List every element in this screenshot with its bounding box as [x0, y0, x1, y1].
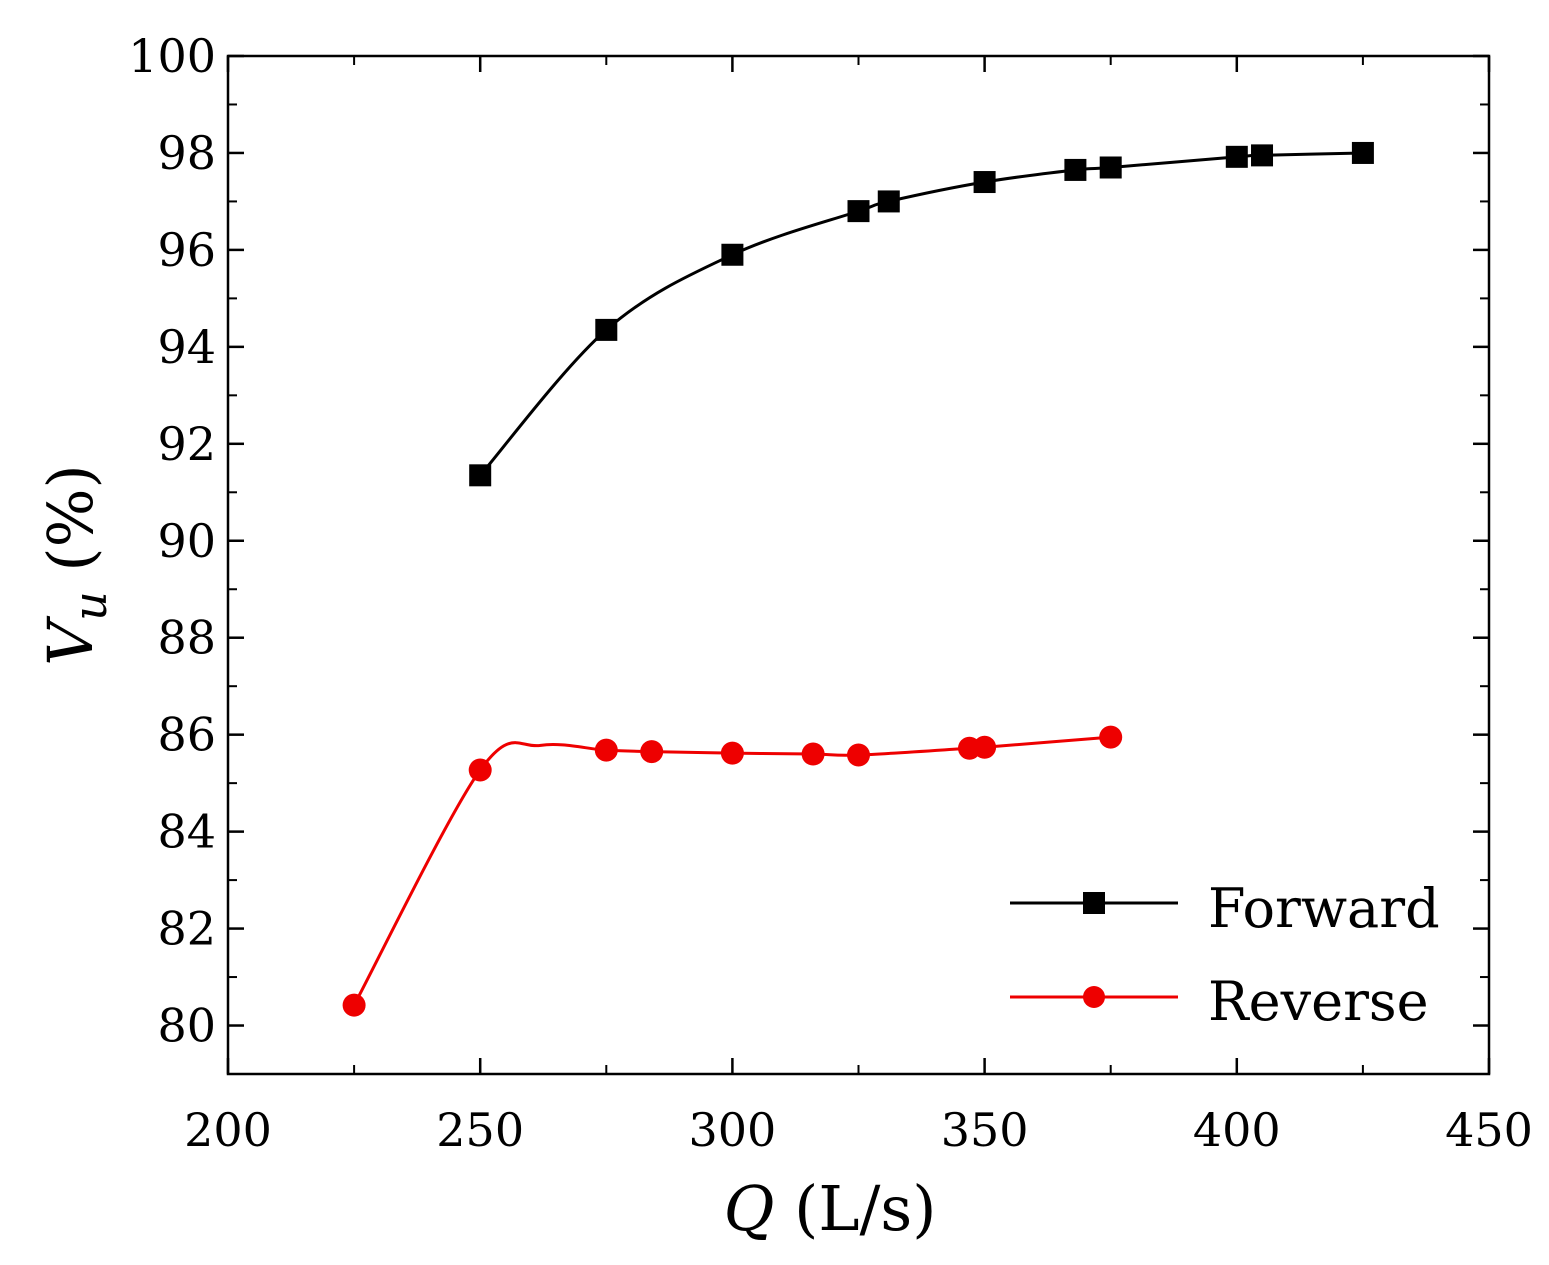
x-tick-label: 350	[941, 1103, 1029, 1157]
x-tick-label: 400	[1193, 1103, 1281, 1157]
data-point-forward	[721, 243, 744, 266]
x-axis-ticks: 200 250 300 350 400 450	[184, 56, 1533, 1157]
data-point-forward	[973, 171, 996, 194]
y-tick-label: 90	[157, 514, 216, 568]
y-tick-label: 84	[157, 805, 216, 859]
data-point-reverse	[720, 741, 744, 765]
data-point-reverse	[594, 738, 618, 762]
y-tick-label: 98	[157, 126, 216, 180]
legend-marker-forward	[1083, 892, 1105, 914]
y-tick-label: 100	[128, 29, 216, 83]
data-point-reverse	[1099, 725, 1123, 749]
x-tick-label: 250	[436, 1103, 524, 1157]
data-point-forward	[847, 200, 870, 223]
data-point-reverse	[973, 735, 997, 759]
data-point-forward	[1064, 158, 1087, 181]
legend-item-forward: Forward	[1010, 877, 1440, 940]
x-tick-label: 200	[184, 1103, 272, 1157]
data-point-reverse	[342, 993, 366, 1017]
series-line-forward	[479, 151, 1363, 477]
data-point-reverse	[801, 742, 825, 766]
data-point-forward	[1099, 156, 1122, 179]
data-point-forward	[877, 190, 900, 213]
data-point-forward	[1251, 144, 1274, 167]
data-point-forward	[595, 318, 618, 341]
series-reverse	[342, 725, 1123, 1017]
y-tick-label: 88	[157, 611, 216, 665]
data-point-reverse	[847, 743, 870, 767]
legend: Forward Reverse	[1010, 877, 1440, 1033]
series-line-reverse	[352, 735, 1111, 1006]
data-point-forward	[1225, 145, 1248, 168]
x-axis-title: Q (L/s)	[724, 1172, 937, 1245]
x-tick-label: 450	[1445, 1103, 1533, 1157]
legend-label-forward: Forward	[1208, 877, 1440, 940]
data-point-reverse	[640, 740, 664, 764]
series-layer	[342, 141, 1374, 1017]
y-tick-label: 92	[157, 417, 216, 471]
data-point-forward	[1351, 141, 1374, 164]
legend-marker-reverse	[1083, 986, 1105, 1008]
y-axis-title: Vu (%)	[34, 464, 117, 665]
data-point-reverse	[468, 758, 492, 782]
y-tick-label: 80	[157, 999, 216, 1053]
legend-item-reverse: Reverse	[1010, 970, 1429, 1033]
y-axis-ticks: 80 82 84 86 88 90 92 94 96 98 100	[128, 29, 1489, 1075]
legend-label-reverse: Reverse	[1208, 970, 1429, 1033]
series-forward	[469, 141, 1374, 487]
y-tick-label: 86	[157, 708, 216, 762]
y-tick-label: 96	[157, 223, 216, 277]
y-tick-label: 82	[157, 902, 216, 956]
y-tick-label: 94	[157, 320, 216, 374]
data-point-forward	[469, 464, 492, 487]
x-tick-label: 300	[688, 1103, 776, 1157]
